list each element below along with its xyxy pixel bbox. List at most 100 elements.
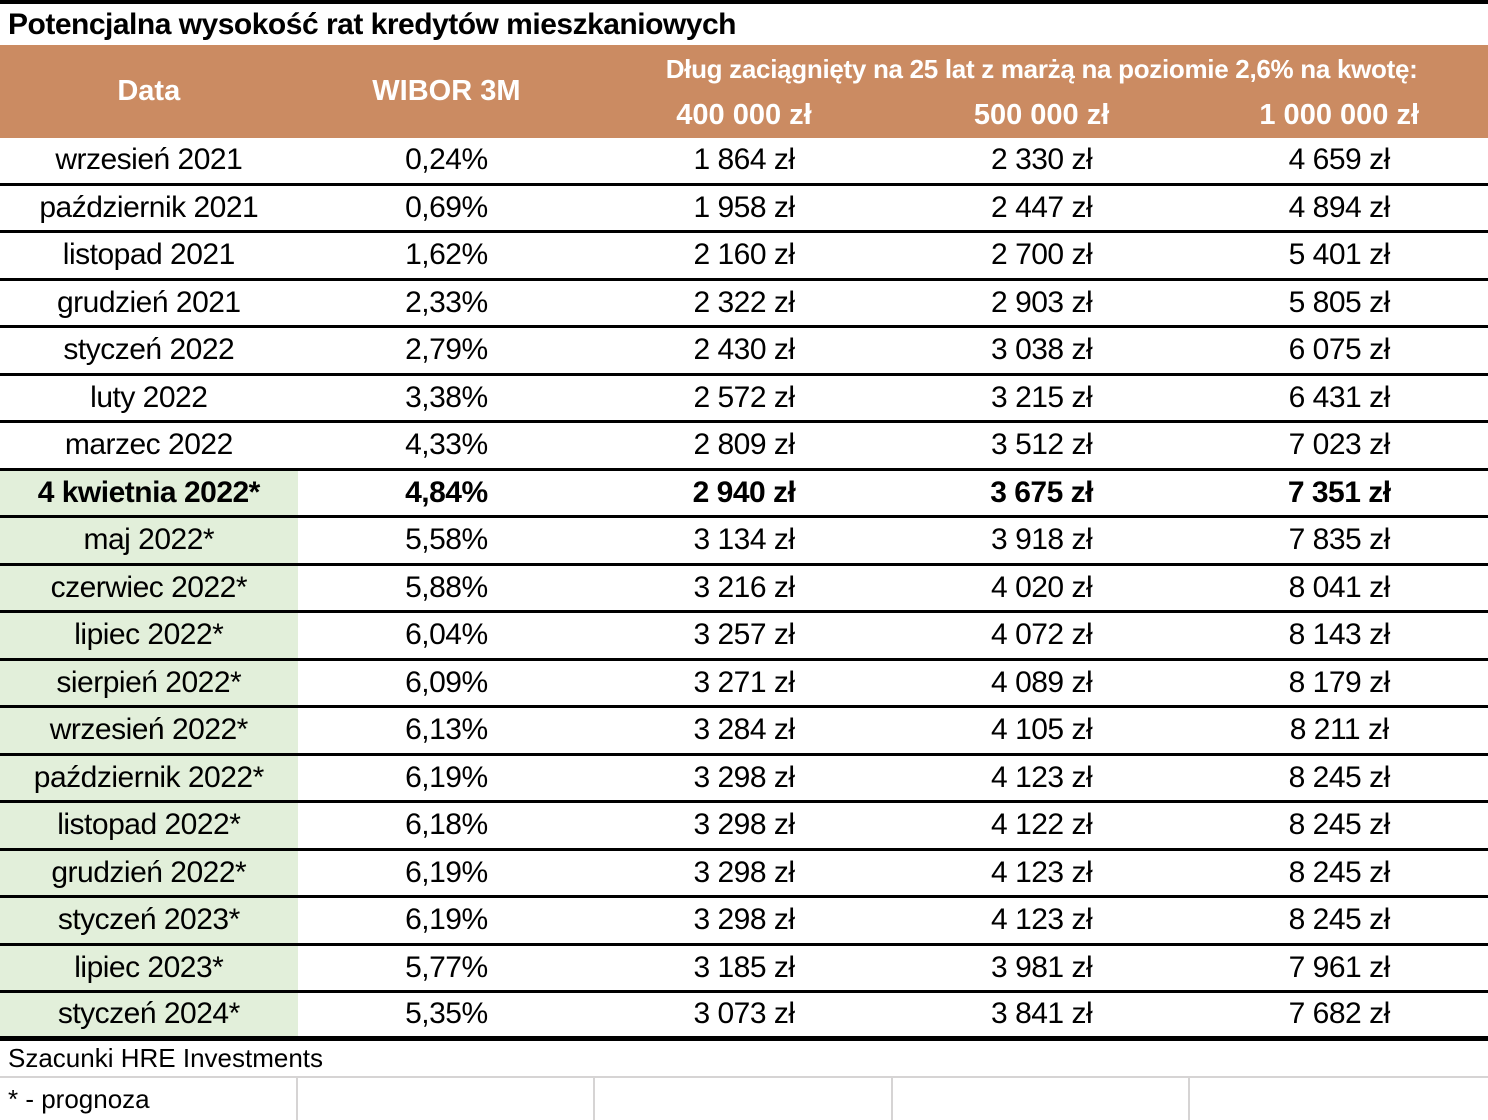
amount-400k-cell: 2 322 zł bbox=[693, 285, 795, 319]
page-title: Potencjalna wysokość rat kredytów mieszk… bbox=[0, 4, 1488, 45]
date-cell: październik 2022* bbox=[0, 755, 298, 800]
amount-1000k-cell: 7 351 zł bbox=[1287, 475, 1391, 509]
wibor-cell: 5,58% bbox=[405, 523, 488, 557]
wibor-cell: 6,18% bbox=[405, 808, 488, 842]
table-row: maj 2022* 5,58% 3 134 zł 3 918 zł 7 835 zł bbox=[0, 518, 1488, 566]
wibor-cell: 6,19% bbox=[405, 760, 488, 794]
date-cell: grudzień 2022* bbox=[0, 850, 298, 895]
date-cell: maj 2022* bbox=[0, 518, 298, 563]
amount-400k-cell: 3 298 zł bbox=[693, 855, 795, 889]
column-header-data: Data bbox=[117, 75, 181, 107]
date-cell: styczeń 2023* bbox=[0, 898, 298, 943]
table-top-border bbox=[0, 0, 1488, 4]
amount-500k-cell: 3 512 zł bbox=[991, 428, 1093, 462]
wibor-cell: 5,77% bbox=[405, 950, 488, 984]
amount-1000k-cell: 8 245 zł bbox=[1288, 903, 1391, 937]
amount-400k-cell: 2 809 zł bbox=[693, 428, 795, 462]
column-group-header: Dług zaciągnięty na 25 lat z marżą na po… bbox=[665, 53, 1418, 84]
amount-1000k-cell: 4 659 zł bbox=[1288, 143, 1391, 177]
table-row: lipiec 2022* 6,04% 3 257 zł 4 072 zł 8 143 z… bbox=[0, 613, 1488, 661]
date-cell: wrzesień 2022* bbox=[0, 708, 298, 753]
empty-grid-cell bbox=[595, 1077, 893, 1120]
table-row: 4 kwietnia 2022* 4,84% 2 940 zł 3 675 zł 7 3… bbox=[0, 470, 1488, 518]
wibor-cell: 6,19% bbox=[405, 903, 488, 937]
amount-1000k-cell: 8 041 zł bbox=[1288, 570, 1391, 604]
table-row: grudzień 2021 2,33% 2 322 zł 2 903 zł 5 805 … bbox=[0, 281, 1488, 328]
wibor-cell: 4,33% bbox=[405, 428, 488, 462]
amount-1000k-cell: 8 245 zł bbox=[1288, 808, 1391, 842]
table-row: październik 2021 0,69% 1 958 zł 2 447 zł 4 8… bbox=[0, 186, 1488, 233]
amount-1000k-cell: 6 075 zł bbox=[1288, 333, 1391, 367]
amount-400k-cell: 3 216 zł bbox=[693, 570, 795, 604]
table-row: wrzesień 2022* 6,13% 3 284 zł 4 105 zł 8 211… bbox=[0, 708, 1488, 756]
amount-1000k-cell: 8 211 zł bbox=[1289, 713, 1389, 747]
column-header-amount-1000k: 1 000 000 zł bbox=[1259, 99, 1420, 131]
table-row: styczeń 2024* 5,35% 3 073 zł 3 841 zł 7 682 … bbox=[0, 993, 1488, 1041]
amount-400k-cell: 3 134 zł bbox=[693, 523, 795, 557]
table-row: lipiec 2023* 5,77% 3 185 zł 3 981 zł 7 961 z… bbox=[0, 945, 1488, 993]
amount-1000k-cell: 7 023 zł bbox=[1288, 428, 1391, 462]
amount-1000k-cell: 4 894 zł bbox=[1288, 190, 1391, 224]
amount-1000k-cell: 7 961 zł bbox=[1288, 950, 1391, 984]
amount-500k-cell: 4 089 zł bbox=[991, 665, 1093, 699]
empty-grid-cell bbox=[893, 1077, 1191, 1120]
table-row: październik 2022* 6,19% 3 298 zł 4 123 zł 8 … bbox=[0, 755, 1488, 803]
amount-500k-cell: 4 123 zł bbox=[991, 855, 1093, 889]
column-header-amount-400k: 400 000 zł bbox=[676, 99, 812, 131]
amount-500k-cell: 3 918 zł bbox=[991, 523, 1093, 557]
wibor-cell: 2,79% bbox=[405, 333, 488, 367]
amount-400k-cell: 3 298 zł bbox=[693, 760, 795, 794]
amount-400k-cell: 3 185 zł bbox=[693, 950, 795, 984]
amount-400k-cell: 1 864 zł bbox=[693, 143, 795, 177]
table-header: Data WIBOR 3M Dług zaciągnięty na 25 lat… bbox=[0, 45, 1488, 138]
date-cell: lipiec 2023* bbox=[0, 945, 298, 990]
footnote-cell: * - prognoza bbox=[0, 1077, 298, 1120]
amount-400k-cell: 3 284 zł bbox=[693, 713, 795, 747]
wibor-cell: 6,13% bbox=[405, 713, 488, 747]
amount-400k-cell: 3 298 zł bbox=[693, 903, 795, 937]
amount-500k-cell: 2 330 zł bbox=[991, 143, 1093, 177]
amount-400k-cell: 2 572 zł bbox=[693, 380, 795, 414]
amount-1000k-cell: 7 835 zł bbox=[1288, 523, 1391, 557]
amount-1000k-cell: 5 805 zł bbox=[1288, 285, 1391, 319]
wibor-cell: 5,88% bbox=[405, 570, 488, 604]
date-cell: lipiec 2022* bbox=[0, 613, 298, 658]
table-row: wrzesień 2021 0,24% 1 864 zł 2 330 zł 4 659 … bbox=[0, 138, 1488, 186]
wibor-cell: 5,35% bbox=[405, 997, 488, 1031]
amount-1000k-cell: 7 682 zł bbox=[1288, 997, 1391, 1031]
amount-1000k-cell: 8 245 zł bbox=[1288, 760, 1391, 794]
amount-1000k-cell: 6 431 zł bbox=[1288, 380, 1391, 414]
amount-1000k-cell: 8 179 zł bbox=[1288, 665, 1391, 699]
amount-500k-cell: 3 841 zł bbox=[991, 997, 1093, 1031]
wibor-cell: 6,19% bbox=[405, 855, 488, 889]
amount-500k-cell: 3 981 zł bbox=[991, 950, 1093, 984]
amount-500k-cell: 4 105 zł bbox=[991, 713, 1093, 747]
amount-400k-cell: 1 958 zł bbox=[693, 190, 795, 224]
source-note: Szacunki HRE Investments bbox=[0, 1041, 1488, 1078]
amount-400k-cell: 2 160 zł bbox=[693, 238, 795, 272]
table-row: grudzień 2022* 6,19% 3 298 zł 4 123 zł 8 245… bbox=[0, 850, 1488, 898]
amount-500k-cell: 3 038 zł bbox=[991, 333, 1093, 367]
date-cell: listopad 2021 bbox=[62, 238, 235, 272]
amount-400k-cell: 3 257 zł bbox=[693, 618, 795, 652]
date-cell: styczeń 2024* bbox=[0, 993, 298, 1036]
amount-500k-cell: 3 675 zł bbox=[990, 475, 1093, 509]
empty-grid-cell bbox=[1190, 1078, 1488, 1120]
date-cell: styczeń 2022 bbox=[63, 333, 235, 367]
date-cell: wrzesień 2021 bbox=[55, 143, 243, 177]
date-cell: sierpień 2022* bbox=[0, 660, 298, 705]
table-row: sierpień 2022* 6,09% 3 271 zł 4 089 zł 8 179… bbox=[0, 660, 1488, 708]
table-row: luty 2022 3,38% 2 572 zł 3 215 zł 6 431 zł bbox=[0, 376, 1488, 423]
date-cell: listopad 2022* bbox=[0, 803, 298, 848]
wibor-cell: 6,09% bbox=[405, 665, 488, 699]
wibor-cell: 4,84% bbox=[405, 475, 488, 509]
wibor-cell: 1,62% bbox=[405, 238, 488, 272]
column-header-amount-500k: 500 000 zł bbox=[973, 99, 1110, 131]
empty-grid-cell bbox=[298, 1077, 596, 1120]
amount-500k-cell: 4 072 zł bbox=[991, 618, 1093, 652]
amount-400k-cell: 3 298 zł bbox=[693, 808, 795, 842]
amount-1000k-cell: 8 245 zł bbox=[1288, 855, 1391, 889]
amount-500k-cell: 4 122 zł bbox=[991, 808, 1093, 842]
amount-1000k-cell: 8 143 zł bbox=[1288, 618, 1391, 652]
table-row: czerwiec 2022* 5,88% 3 216 zł 4 020 zł 8 041… bbox=[0, 565, 1488, 613]
